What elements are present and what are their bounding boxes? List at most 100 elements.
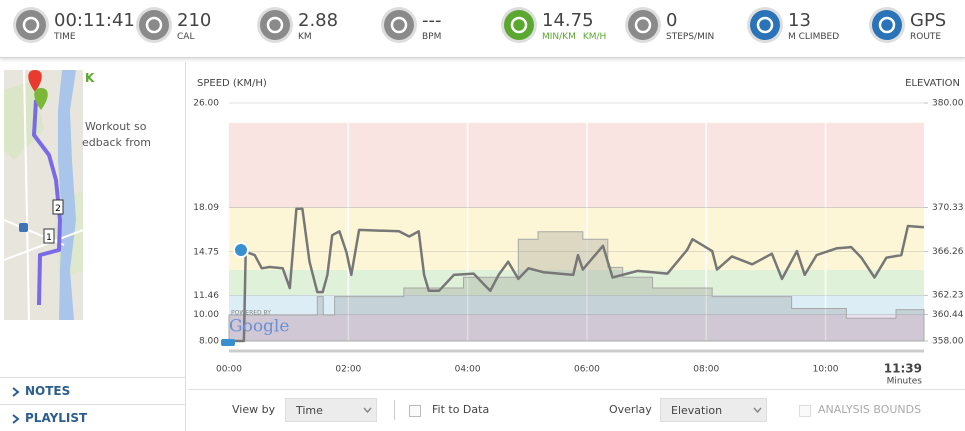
stat-unit: KM bbox=[298, 32, 312, 42]
y2-tick-label: 370.33 bbox=[932, 203, 964, 213]
map-marker-label: 1 bbox=[46, 233, 52, 243]
y-tick-label: 18.09 bbox=[193, 203, 219, 213]
stat-icon bbox=[13, 7, 49, 43]
stat-unit: BPM bbox=[422, 32, 442, 42]
stat-value: 13 bbox=[788, 10, 811, 31]
stat: 14.75 MIN/KM KM/H bbox=[500, 6, 606, 46]
x-axis-title: Minutes bbox=[887, 377, 923, 387]
speed-line bbox=[229, 207, 925, 343]
stat-unit: KM/H bbox=[582, 32, 607, 42]
stat-value: 0 bbox=[666, 10, 678, 31]
y2-tick-label: 366.26 bbox=[932, 247, 964, 257]
stat-icon bbox=[381, 7, 417, 43]
stat-icon bbox=[869, 7, 905, 43]
y-tick-label: 14.75 bbox=[193, 247, 219, 257]
icon-glyph bbox=[266, 16, 284, 34]
icon-glyph bbox=[22, 16, 40, 34]
y2-tick-label: 360.44 bbox=[932, 310, 964, 320]
icon-glyph bbox=[145, 16, 163, 34]
stat-unit: STEPS/MIN bbox=[666, 32, 715, 42]
icon-glyph bbox=[634, 16, 652, 34]
speed-zone bbox=[229, 314, 924, 341]
view-by-select[interactable]: Time bbox=[285, 398, 377, 422]
stat-unit: M CLIMBED bbox=[788, 32, 840, 42]
y-tick-label: 8.00 bbox=[199, 337, 219, 347]
x-tick-label: 08:00 bbox=[693, 365, 719, 375]
stat: 2.88 KM bbox=[256, 6, 338, 46]
controls: View by Time Fit to Data Overlay Elevati… bbox=[188, 389, 965, 431]
bounds-checkbox[interactable] bbox=[799, 405, 811, 417]
icon-glyph bbox=[390, 16, 408, 34]
stat-value: 2.88 bbox=[298, 10, 339, 31]
map-marker-label: 2 bbox=[55, 204, 61, 214]
icon-glyph bbox=[510, 16, 528, 34]
stat: --- BPM bbox=[380, 6, 442, 46]
icon-disc bbox=[872, 10, 902, 40]
stat-label: BPM bbox=[422, 32, 448, 42]
notes-label[interactable]: NOTES bbox=[25, 384, 71, 398]
elevation-area bbox=[228, 231, 925, 342]
stat-icon bbox=[747, 7, 783, 43]
bounds-label: ANALYSIS BOUNDS bbox=[818, 403, 922, 416]
attribution-text: POWERED BY bbox=[231, 310, 271, 317]
stats-bar: 00:11:41 TIME 210 CAL 2.88 KM --- BPM 14.75 MIN/K… bbox=[0, 0, 965, 58]
stat-icon bbox=[501, 7, 537, 43]
fit-label: Fit to Data bbox=[432, 403, 490, 416]
stat-icon bbox=[257, 7, 293, 43]
playlist-label[interactable]: PLAYLIST bbox=[25, 411, 88, 425]
range-handle[interactable] bbox=[221, 339, 235, 346]
sidebar-text: edback from bbox=[82, 136, 151, 149]
fit-checkbox[interactable] bbox=[409, 405, 421, 417]
stat-value: 210 bbox=[177, 10, 212, 31]
y2-tick-label: 358.00 bbox=[932, 337, 964, 347]
y2-tick-label: 380.00 bbox=[932, 99, 964, 109]
icon-glyph bbox=[756, 16, 774, 34]
x-tick-label: 04:00 bbox=[455, 365, 481, 375]
icon-disc bbox=[384, 10, 414, 40]
y2-axis-title: ELEVATION bbox=[905, 78, 960, 89]
overlay-value[interactable]: Elevation bbox=[671, 404, 723, 417]
stat-label: M CLIMBED bbox=[788, 32, 846, 42]
stat-label: KM bbox=[298, 32, 319, 42]
overlay-label: Overlay bbox=[609, 403, 652, 416]
icon-disc bbox=[504, 10, 534, 40]
stat-label: CAL bbox=[177, 32, 201, 42]
stat-label: STEPS/MIN bbox=[666, 32, 721, 42]
chart: SPEED (KM/H) ELEVATION POWERED BY Google… bbox=[193, 78, 964, 387]
icon-disc bbox=[260, 10, 290, 40]
x-tick-label: 10:00 bbox=[813, 365, 839, 375]
icon-glyph bbox=[878, 16, 896, 34]
icon-disc bbox=[628, 10, 658, 40]
stat-icon bbox=[625, 7, 661, 43]
sidebar: 2 1 K Workout so edback from NOTES PLAYL… bbox=[0, 62, 186, 431]
stat-label: MIN/KM KM/H bbox=[542, 32, 613, 42]
stat: 13 M CLIMBED bbox=[746, 6, 839, 46]
y2-tick-label: 362.23 bbox=[932, 291, 964, 301]
icon-disc bbox=[16, 10, 46, 40]
y-axis-title: SPEED (KM/H) bbox=[197, 78, 267, 89]
stat-value: 14.75 bbox=[542, 10, 594, 31]
stat-value: --- bbox=[422, 10, 442, 31]
stat-unit: MIN/KM bbox=[542, 32, 576, 42]
speed-zone bbox=[229, 269, 924, 296]
y-tick-label: 10.00 bbox=[193, 310, 219, 320]
notes-link[interactable]: NOTES bbox=[0, 377, 185, 404]
icon-disc bbox=[139, 10, 169, 40]
sidebar-heading: K bbox=[85, 71, 95, 85]
icon-disc bbox=[750, 10, 780, 40]
stat-unit: ROUTE bbox=[910, 32, 942, 42]
view-by-value[interactable]: Time bbox=[296, 404, 323, 417]
stat: 00:11:41 TIME bbox=[12, 6, 135, 46]
speed-zone bbox=[229, 122, 924, 208]
position-marker[interactable] bbox=[233, 242, 249, 258]
stat-unit: TIME bbox=[54, 32, 76, 42]
y-tick-label: 11.46 bbox=[193, 291, 219, 301]
stat-label: ROUTE bbox=[910, 32, 948, 42]
x-tick-label: 06:00 bbox=[574, 365, 600, 375]
overlay-select[interactable]: Elevation bbox=[660, 398, 767, 422]
y-tick-label: 26.00 bbox=[193, 99, 219, 109]
playlist-link[interactable]: PLAYLIST bbox=[0, 404, 185, 431]
stat: 210 CAL bbox=[135, 6, 211, 46]
map[interactable]: 2 1 bbox=[4, 70, 83, 320]
